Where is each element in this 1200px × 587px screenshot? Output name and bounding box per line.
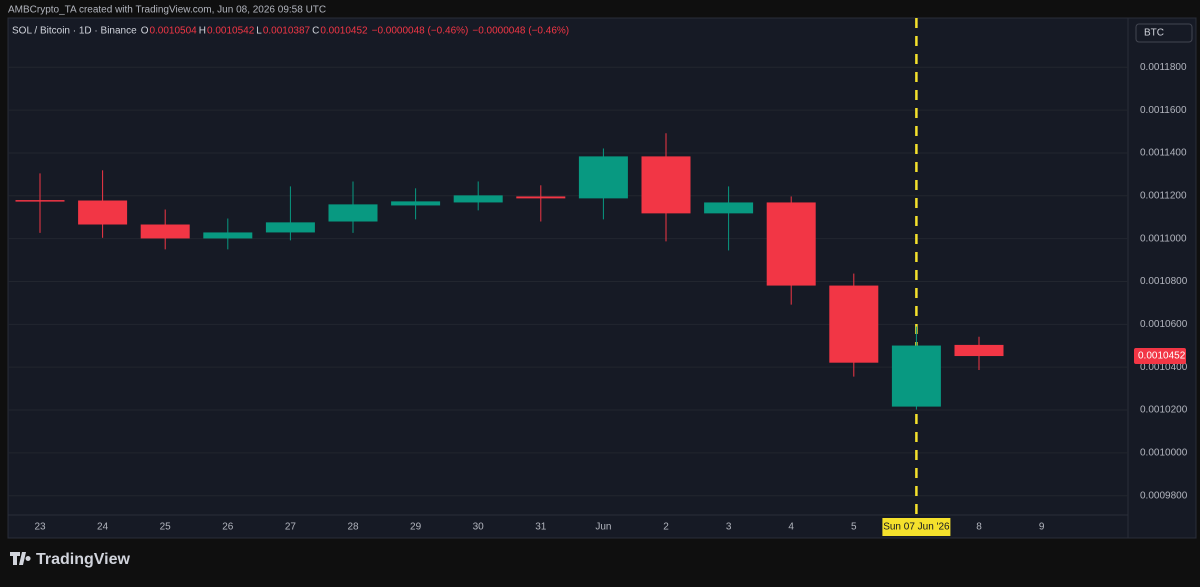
x-tick-label: 31 bbox=[535, 522, 547, 533]
y-tick-label: 0.0011000 bbox=[1140, 233, 1187, 244]
candle-body bbox=[766, 202, 816, 286]
ohlc-key: H bbox=[199, 26, 206, 37]
y-tick-label: 0.0011800 bbox=[1140, 62, 1187, 73]
y-tick-label: 0.0010800 bbox=[1140, 276, 1188, 287]
x-tick-label: 27 bbox=[285, 522, 297, 533]
y-tick-label: 0.0009800 bbox=[1140, 490, 1188, 501]
currency[interactable]: BTC bbox=[1144, 28, 1164, 39]
candle-body bbox=[78, 200, 128, 225]
ohlc-key: C bbox=[312, 26, 319, 37]
credit: AMBCrypto_TA created with TradingView.co… bbox=[8, 5, 326, 16]
y-tick-label: 0.0010600 bbox=[1140, 319, 1188, 330]
legend-row: SOL / Bitcoin · 1D · Binance O 0.0010504 H 0… bbox=[12, 26, 569, 37]
x-tick-label: 5 bbox=[851, 522, 857, 533]
candle-body bbox=[203, 232, 253, 239]
price-label-box bbox=[1134, 348, 1186, 365]
chart-panel bbox=[7, 17, 1197, 539]
ohlc-key: L bbox=[256, 26, 262, 37]
y-tick-label: 0.0011400 bbox=[1140, 148, 1187, 159]
crosshair-label-box bbox=[882, 518, 951, 536]
candle-body bbox=[265, 222, 315, 233]
x-tick-label: 24 bbox=[97, 522, 109, 533]
x-tick-label: 2 bbox=[663, 522, 669, 533]
ohlc-value: 0.0010387 bbox=[263, 26, 311, 37]
ohlc-value: 0.0010452 bbox=[320, 26, 368, 37]
x-tick-label: 26 bbox=[222, 522, 234, 533]
candle-body bbox=[954, 344, 1004, 357]
x-tick-label: 29 bbox=[410, 522, 422, 533]
candle-body bbox=[704, 202, 754, 214]
candle-body bbox=[516, 196, 566, 199]
logo-text: TradingView bbox=[36, 551, 131, 568]
symbol: SOL / Bitcoin · 1D · Binance bbox=[12, 26, 137, 37]
x-tick-label: 30 bbox=[473, 522, 485, 533]
candle-body bbox=[453, 195, 503, 203]
ohlc-key: O bbox=[141, 26, 149, 37]
y-tick-label: 0.0010200 bbox=[1140, 405, 1188, 416]
candle-body bbox=[891, 345, 941, 407]
ohlc-value: 0.0010542 bbox=[207, 26, 255, 37]
x-tick-label: 23 bbox=[34, 522, 46, 533]
candle-body bbox=[829, 285, 879, 363]
y-tick-label: 0.0010400 bbox=[1140, 362, 1188, 373]
crosshair-label: Sun 07 Jun '26 bbox=[883, 522, 950, 533]
logo: TradingView bbox=[10, 551, 131, 568]
candle-body bbox=[578, 156, 628, 199]
candle-body bbox=[641, 156, 691, 214]
x-tick-label: 9 bbox=[1039, 522, 1045, 533]
x-tick-label: 25 bbox=[160, 522, 172, 533]
change: −0.0000048 (−0.46%) bbox=[372, 26, 469, 37]
candle-body bbox=[140, 224, 190, 239]
x-tick-label: 3 bbox=[726, 522, 732, 533]
x-tick-label: Jun bbox=[595, 522, 611, 533]
y-tick-label: 0.0011600 bbox=[1140, 105, 1187, 116]
ohlc-value: 0.0010504 bbox=[149, 26, 197, 37]
candle-body bbox=[328, 204, 378, 222]
currency-button[interactable] bbox=[1135, 23, 1193, 43]
logo-icon bbox=[10, 552, 31, 565]
candle-body bbox=[15, 200, 65, 202]
y-tick-label: 0.0011200 bbox=[1140, 190, 1187, 201]
x-tick-label: 28 bbox=[347, 522, 359, 533]
x-tick-label: 4 bbox=[788, 522, 794, 533]
candle-body bbox=[391, 201, 441, 206]
price-label: 0.0010452 bbox=[1138, 351, 1186, 362]
change: −0.0000048 (−0.46%) bbox=[472, 26, 569, 37]
x-tick-label: 8 bbox=[976, 522, 982, 533]
y-tick-label: 0.0010000 bbox=[1140, 448, 1188, 459]
